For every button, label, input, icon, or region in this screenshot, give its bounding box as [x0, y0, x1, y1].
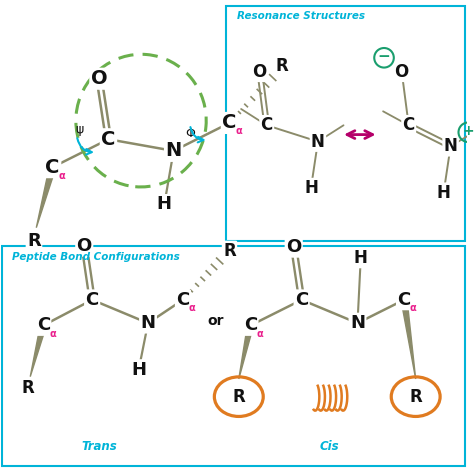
Text: α: α — [256, 329, 263, 339]
FancyBboxPatch shape — [2, 246, 465, 466]
Text: −: − — [378, 49, 391, 64]
Polygon shape — [36, 166, 56, 228]
Text: α: α — [410, 303, 417, 313]
Polygon shape — [401, 300, 416, 379]
Text: R: R — [275, 57, 288, 75]
Text: C: C — [101, 130, 116, 149]
Text: C: C — [295, 291, 308, 309]
Text: C: C — [397, 291, 410, 309]
Text: H: H — [304, 179, 318, 197]
Text: R: R — [232, 388, 245, 406]
Text: H: H — [437, 184, 451, 202]
Text: C: C — [36, 317, 50, 335]
Text: H: H — [354, 249, 368, 267]
Text: N: N — [311, 133, 325, 151]
Text: R: R — [410, 388, 422, 406]
Text: or: or — [207, 314, 224, 328]
Text: R: R — [223, 242, 236, 260]
Text: C: C — [85, 291, 99, 309]
Text: O: O — [253, 63, 267, 81]
Text: Cis: Cis — [320, 440, 339, 453]
Text: R: R — [27, 232, 41, 250]
Text: O: O — [91, 69, 108, 88]
Text: Resonance Structures: Resonance Structures — [237, 11, 365, 21]
Text: C: C — [46, 158, 60, 177]
Text: Φ: Φ — [185, 127, 195, 140]
Text: O: O — [394, 63, 409, 81]
FancyBboxPatch shape — [226, 6, 465, 241]
Text: α: α — [49, 329, 56, 339]
Text: N: N — [140, 314, 155, 332]
Text: C: C — [222, 113, 237, 132]
Text: ψ: ψ — [75, 123, 84, 137]
Text: C: C — [244, 317, 257, 335]
Text: α: α — [236, 127, 242, 137]
Text: α: α — [58, 171, 65, 181]
Text: H: H — [131, 361, 146, 379]
Text: +: + — [463, 124, 474, 138]
Text: Trans: Trans — [81, 440, 117, 453]
Polygon shape — [30, 325, 46, 377]
Text: C: C — [402, 116, 415, 134]
Text: R: R — [21, 379, 34, 397]
Text: O: O — [286, 238, 301, 256]
Text: Peptide Bond Configurations: Peptide Bond Configurations — [12, 252, 179, 262]
Text: α: α — [189, 303, 196, 313]
Text: N: N — [165, 141, 182, 160]
Text: C: C — [176, 291, 190, 309]
Text: O: O — [77, 237, 92, 255]
Text: H: H — [157, 195, 172, 213]
Text: N: N — [444, 137, 457, 155]
Polygon shape — [239, 325, 254, 379]
Text: N: N — [350, 314, 365, 332]
Text: C: C — [261, 116, 273, 134]
